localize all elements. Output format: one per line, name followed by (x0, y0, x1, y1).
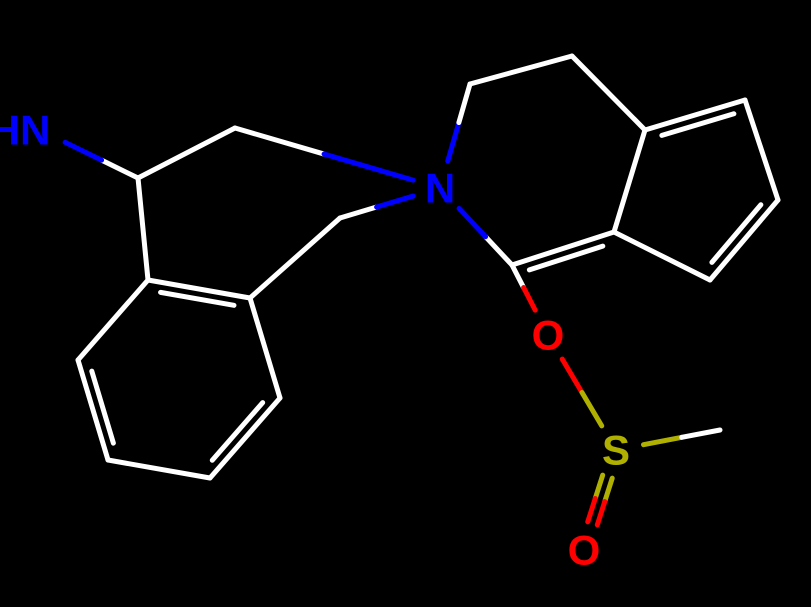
bond (250, 298, 280, 398)
o-atom-label: O (532, 312, 565, 359)
bond (250, 218, 340, 298)
bond (710, 200, 778, 280)
bond (102, 160, 138, 178)
bond (470, 56, 572, 84)
bond (572, 56, 645, 130)
bond (448, 123, 459, 162)
o-atom-label: O (568, 527, 601, 574)
bond (212, 403, 262, 461)
bonds-group (65, 56, 778, 525)
bond (712, 205, 761, 263)
bond (643, 437, 681, 444)
s-atom-label: S (602, 427, 630, 474)
bond (562, 359, 582, 392)
bond (459, 208, 485, 236)
bond (138, 128, 235, 178)
bond (324, 154, 413, 180)
bond (662, 114, 734, 136)
bond (78, 280, 148, 360)
bond (614, 232, 710, 280)
bond (108, 460, 210, 478)
bond (377, 196, 414, 207)
bond (210, 398, 280, 478)
bond (459, 84, 470, 123)
bond (614, 130, 645, 232)
bond (524, 288, 536, 311)
bond (588, 498, 595, 521)
molecule-diagram: HN N O S O (0, 0, 811, 607)
bond (605, 478, 612, 501)
bond (595, 475, 602, 498)
bond (745, 100, 778, 200)
bond (512, 265, 524, 288)
bond (92, 371, 114, 443)
bond (65, 142, 101, 160)
bond (235, 128, 324, 154)
bond (340, 207, 377, 218)
bond (138, 178, 148, 280)
bond (486, 237, 512, 265)
bond (682, 430, 720, 437)
bond (597, 502, 604, 525)
n-atom-label: HN (0, 107, 50, 154)
n-atom-label: N (425, 165, 455, 212)
bond (582, 393, 602, 426)
